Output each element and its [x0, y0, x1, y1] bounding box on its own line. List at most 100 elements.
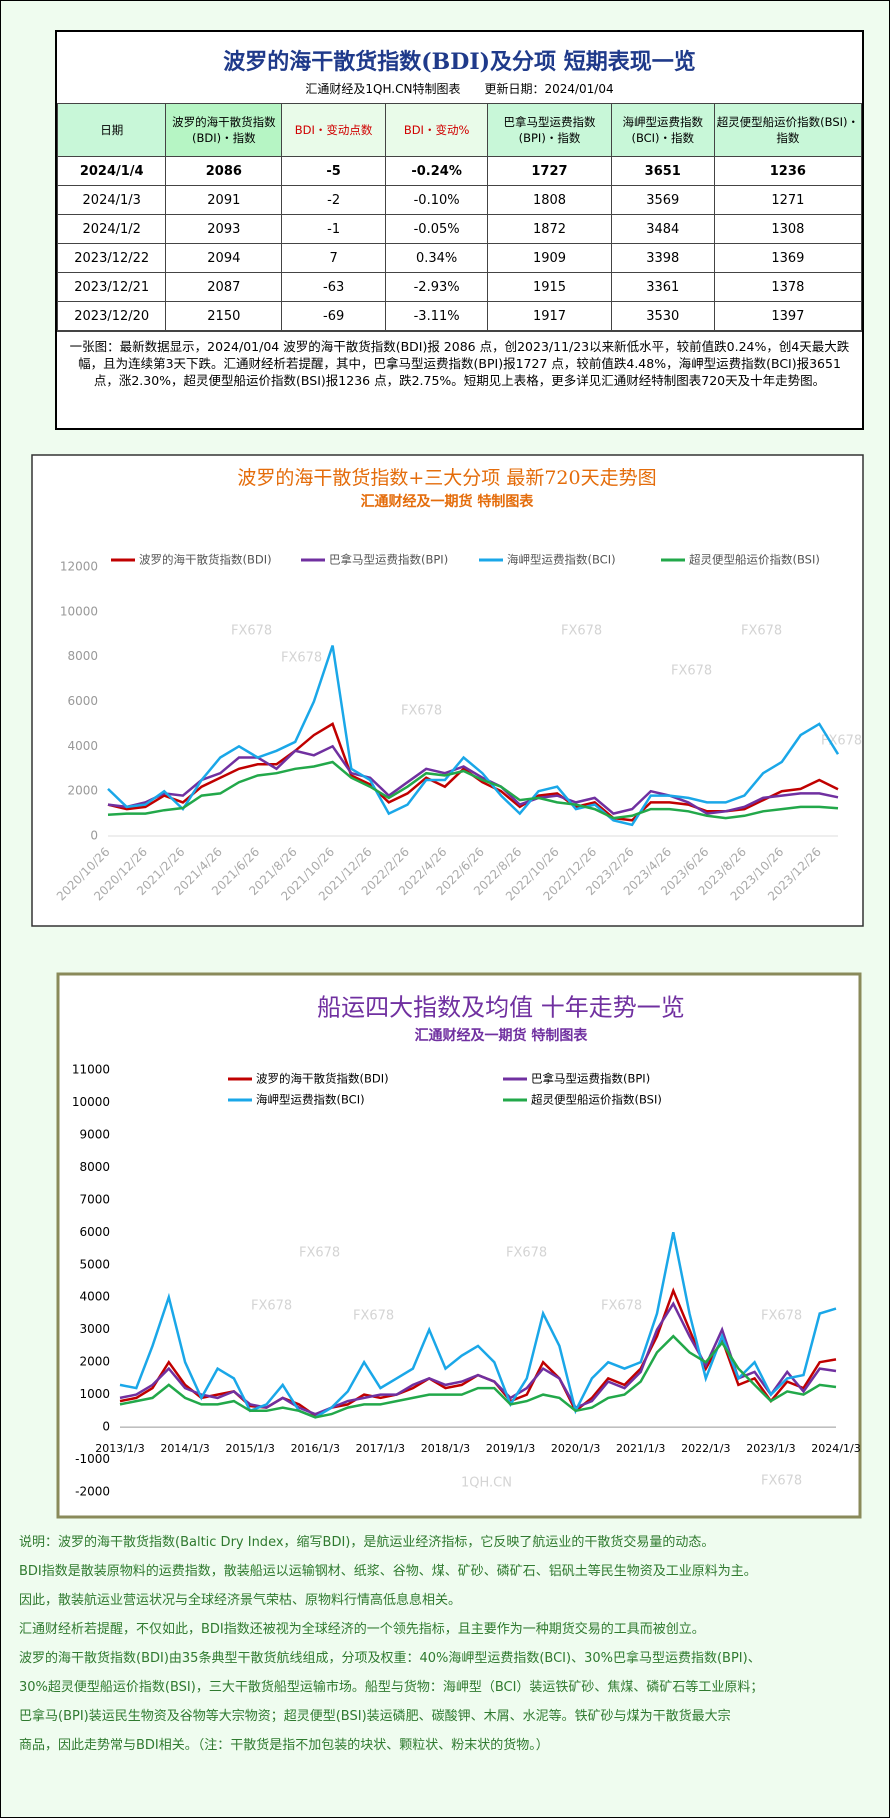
watermark: FX678	[281, 651, 322, 666]
table-cell: -0.10%	[385, 185, 489, 215]
x-tick-label: 2020/1/3	[551, 1442, 600, 1455]
table-cell: -5	[281, 156, 387, 186]
legend-label: 超灵便型船运价指数(BSI)	[531, 1093, 662, 1107]
x-tick-label: 2013/1/3	[95, 1442, 144, 1455]
table-cell: 3484	[610, 214, 715, 244]
description-line: 商品，因此走势常与BDI相关。（注：干散货是指不加包装的块状、颗粒状、粉末状的货…	[19, 1738, 549, 1753]
watermark: FX678	[401, 704, 442, 719]
y-tick-label: 5000	[79, 1257, 110, 1271]
description-line: 波罗的海干散货指数(BDI)由35条典型干散货航线组成，分项及权重：40%海岬型…	[19, 1651, 761, 1666]
legend-label: 巴拿马型运费指数(BPI)	[531, 1072, 650, 1086]
x-tick-label: 2015/1/3	[225, 1442, 274, 1455]
table-cell: 2024/1/3	[56, 185, 167, 215]
column-header: 日期	[56, 103, 167, 157]
y-tick-label: -1000	[75, 1452, 110, 1466]
column-header: 海岬型运费指数(BCI)・指数	[610, 103, 715, 157]
x-tick-label: 2022/1/3	[681, 1442, 730, 1455]
x-tick-label: 2014/1/3	[160, 1442, 209, 1455]
table-cell: 7	[281, 243, 387, 273]
legend-label: 超灵便型船运价指数(BSI)	[689, 553, 820, 567]
x-tick-label: 2016/1/3	[291, 1442, 340, 1455]
table-cell: 1236	[713, 156, 863, 186]
table-cell: 2086	[165, 156, 283, 186]
chart-title: 波罗的海干散货指数+三大分项 最新720天走势图	[237, 467, 656, 489]
y-tick-label: 10000	[72, 1095, 110, 1109]
watermark: FX678	[601, 1299, 642, 1314]
y-tick-label: 2000	[67, 784, 98, 798]
y-tick-label: 2000	[79, 1355, 110, 1369]
table-cell: 2094	[165, 243, 283, 273]
watermark: FX678	[741, 624, 782, 639]
y-tick-label: 7000	[79, 1192, 110, 1206]
watermark: FX678	[231, 624, 272, 639]
table-cell: 2023/12/20	[56, 301, 167, 331]
note: 一张图：最新数据显示，2024/01/04 波罗的海干散货指数(BDI)报 20…	[57, 331, 862, 395]
description-line: 因此，散装航运业营运状况与全球经济景气荣枯、原物料行情高低息息相关。	[19, 1593, 462, 1608]
x-tick-label: 2018/1/3	[421, 1442, 470, 1455]
watermark: FX678	[251, 1299, 292, 1314]
y-tick-label: 4000	[67, 739, 98, 753]
summary-panel: 波罗的海干散货指数(BDI)及分项 短期表现一览 汇通财经及1QH.CN特制图表…	[55, 30, 864, 430]
table-cell: 2150	[165, 301, 283, 331]
table-row: 2023/12/20 2150 -69 -3.11% 1917 3530 1397	[56, 301, 863, 331]
watermark: FX678	[761, 1474, 802, 1489]
table-cell: 2024/1/4	[56, 156, 167, 186]
table-row: 2023/12/21 2087 -63 -2.93% 1915 3361 1378	[56, 272, 863, 302]
x-tick-label: 2023/1/3	[746, 1442, 795, 1455]
chart-frame	[31, 454, 864, 927]
series-line	[107, 645, 840, 827]
series-line	[119, 1334, 837, 1419]
table-cell: 1808	[487, 185, 612, 215]
table-cell: -0.05%	[385, 214, 489, 244]
y-tick-label: 3000	[79, 1322, 110, 1336]
legend-label: 海岬型运费指数(BCI)	[256, 1093, 365, 1107]
y-tick-label: 0	[90, 829, 98, 843]
table-cell: 3530	[610, 301, 715, 331]
y-tick-label: 6000	[79, 1225, 110, 1239]
watermark: FX678	[671, 664, 712, 679]
table-cell: 3361	[610, 272, 715, 302]
chart-subtitle: 汇通财经及一期货 特制图表	[361, 493, 535, 510]
table-row: 2024/1/3 2091 -2 -0.10% 1808 3569 1271	[56, 185, 863, 215]
y-tick-label: 10000	[60, 604, 98, 618]
y-tick-label: -2000	[75, 1485, 110, 1499]
table-cell: -69	[281, 301, 387, 331]
table-cell: 1397	[713, 301, 863, 331]
legend-label: 海岬型运费指数(BCI)	[507, 553, 616, 567]
chart-title: 船运四大指数及均值 十年走势一览	[317, 994, 685, 1022]
table-row: 2024/1/4 2086 -5 -0.24% 1727 3651 1236	[56, 156, 863, 186]
y-tick-label: 12000	[60, 560, 98, 574]
description-line: 说明：波罗的海干散货指数(Baltic Dry Index，缩写BDI)，是航运…	[19, 1535, 715, 1550]
table-cell: -63	[281, 272, 387, 302]
column-header: BDI・变动点数	[281, 103, 387, 157]
chart-frame	[56, 972, 862, 1519]
series-line	[107, 744, 839, 815]
x-tick-label: 2017/1/3	[356, 1442, 405, 1455]
description-line: BDI指数是散装原物料的运费指数，散装船运以运输钢材、纸浆、谷物、煤、矿砂、磷矿…	[19, 1564, 757, 1579]
y-tick-label: 11000	[72, 1063, 110, 1077]
description-line: 巴拿马(BPI)装运民生物资及谷物等大宗物资；超灵便型(BSI)装运磷肥、碳酸钾…	[19, 1709, 731, 1724]
table-cell: 1271	[713, 185, 863, 215]
series-line	[107, 760, 839, 820]
series-line	[119, 1301, 837, 1416]
x-tick-label: 2019/1/3	[486, 1442, 535, 1455]
x-tick-label: 2024/1/3	[811, 1442, 860, 1455]
watermark: FX678	[299, 1246, 340, 1261]
data-table: 日期 波罗的海干散货指数(BDI)・指数 BDI・变动点数 BDI・变动% 巴拿马型运费…	[56, 103, 863, 331]
table-cell: -2.93%	[385, 272, 489, 302]
description: 说明：波罗的海干散货指数(Baltic Dry Index，缩写BDI)，是航运…	[19, 1528, 879, 1760]
column-header: BDI・变动%	[385, 103, 489, 157]
title: 波罗的海干散货指数(BDI)及分项 短期表现一览	[223, 49, 696, 75]
chart-subtitle: 汇通财经及一期货 特制图表	[415, 1027, 589, 1044]
y-tick-label: 9000	[79, 1127, 110, 1141]
watermark: FX678	[506, 1246, 547, 1261]
watermark: FX678	[561, 624, 602, 639]
x-tick-label: 2021/1/3	[616, 1442, 665, 1455]
table-cell: 1917	[487, 301, 612, 331]
table-cell: 1369	[713, 243, 863, 273]
column-header: 超灵便型船运价指数(BSI)・指数	[713, 103, 863, 157]
legend-label: 巴拿马型运费指数(BPI)	[329, 553, 448, 567]
y-tick-label: 8000	[79, 1160, 110, 1174]
